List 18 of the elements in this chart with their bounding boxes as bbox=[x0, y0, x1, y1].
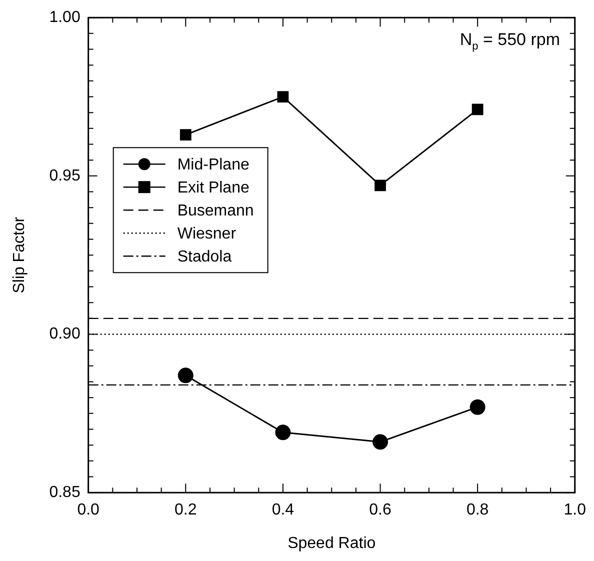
legend-label: Busemann bbox=[177, 202, 254, 220]
y-axis-title: Slip Factor bbox=[11, 216, 28, 294]
y-tick-label: 1.00 bbox=[49, 9, 80, 26]
legend-label: Mid-Plane bbox=[177, 156, 250, 174]
legend-label: Stadola bbox=[177, 248, 232, 266]
x-tick-label: 0.0 bbox=[77, 502, 100, 519]
annotation: N$_{p}$ = 550 rpm bbox=[460, 30, 560, 52]
x-tick-label: 0.2 bbox=[174, 502, 197, 519]
x-tick-label: 0.6 bbox=[369, 502, 392, 519]
y-tick-label: 0.95 bbox=[49, 167, 80, 184]
legend-label: Exit Plane bbox=[177, 180, 250, 197]
x-tick-label: 1.0 bbox=[564, 502, 586, 519]
x-tick-label: 0.8 bbox=[466, 502, 489, 519]
y-tick-label: 0.90 bbox=[49, 326, 80, 343]
x-axis-title: Speed Ratio bbox=[288, 534, 376, 552]
y-tick-label: 0.85 bbox=[49, 484, 80, 502]
x-tick-label: 0.4 bbox=[272, 502, 294, 519]
legend-label: Wiesner bbox=[177, 226, 237, 243]
